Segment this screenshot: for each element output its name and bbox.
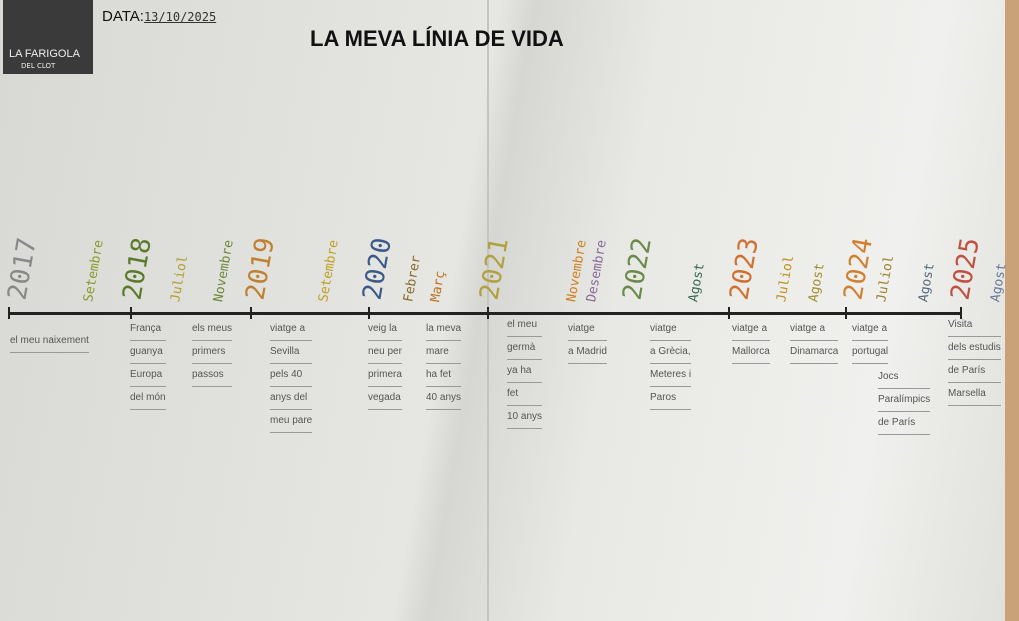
timeline-event: viatge a Mallorca [732, 318, 770, 364]
event-line: Meteres i [650, 364, 692, 387]
event-line: Dinamarca [790, 341, 839, 364]
timeline-event: viatge a Grècia, Meteres i Paros [650, 318, 692, 410]
event-line: els meus [192, 318, 233, 341]
timeline-tick [250, 307, 252, 319]
event-line: Mallorca [732, 341, 770, 364]
event-line: Paralímpics [878, 389, 931, 412]
event-line: mare [426, 341, 462, 364]
event-line: Paros [650, 387, 692, 410]
event-line: primers [192, 341, 233, 364]
event-line: passos [192, 364, 233, 387]
event-line: viatge a [852, 318, 889, 341]
timeline-event: Jocs Paralímpics de París [878, 366, 931, 435]
event-line: meu pare [270, 410, 313, 433]
event-line: germà [507, 337, 543, 360]
timeline-axis [8, 312, 960, 315]
timeline-event: el meu naixement [10, 330, 89, 353]
timeline-event: viatge a Madrid [568, 318, 607, 364]
timeline-event: Visita dels estudis de París Marsella [948, 314, 1001, 406]
event-line: guanya [130, 341, 166, 364]
event-line: el meu naixement [10, 330, 89, 353]
event-line: 10 anys [507, 406, 543, 429]
timeline-event: viatge a Dinamarca [790, 318, 839, 364]
school-logo: LA FARIGOLA DEL CLOT [3, 0, 93, 74]
table-edge [1005, 0, 1019, 621]
event-line: del món [130, 387, 166, 410]
event-line: neu per [368, 341, 402, 364]
timeline-tick [960, 307, 962, 319]
timeline-event: el meu germà ya ha fet 10 anys [507, 314, 543, 429]
event-line: viatge [568, 318, 607, 341]
page-title: LA MEVA LÍNIA DE VIDA [310, 26, 564, 51]
logo-subtext: DEL CLOT [21, 62, 56, 70]
event-line: dels estudis [948, 337, 1001, 360]
event-line: de París [878, 412, 931, 435]
event-line: a Madrid [568, 341, 607, 364]
event-line: la meva [426, 318, 462, 341]
timeline-tick [845, 307, 847, 319]
event-line: 40 anys [426, 387, 462, 410]
event-line: Europa [130, 364, 166, 387]
timeline-event: viatge a portugal [852, 318, 889, 364]
event-line: portugal [852, 341, 889, 364]
timeline-event: viatge a Sevilla pels 40 anys del meu pare [270, 318, 313, 433]
event-line: Sevilla [270, 341, 313, 364]
event-line: viatge a [270, 318, 313, 341]
event-line: primera [368, 364, 402, 387]
event-line: ya ha [507, 360, 543, 383]
event-line: Jocs [878, 366, 931, 389]
timeline-tick [368, 307, 370, 319]
event-line: pels 40 [270, 364, 313, 387]
timeline-event: veig la neu per primera vegada [368, 318, 402, 410]
timeline-tick [8, 307, 10, 319]
event-line: vegada [368, 387, 402, 410]
event-line: el meu [507, 314, 543, 337]
event-line: a Grècia, [650, 341, 692, 364]
timeline-tick [728, 307, 730, 319]
event-line: veig la [368, 318, 402, 341]
event-line: viatge [650, 318, 692, 341]
date-value: 13/10/2025 [143, 10, 217, 24]
timeline-event: França guanya Europa del món [130, 318, 166, 410]
timeline-event: la meva mare ha fet 40 anys [426, 318, 462, 410]
date-field: DATA:13/10/2025 [102, 8, 216, 25]
event-line: ha fet [426, 364, 462, 387]
date-label: DATA: [102, 8, 144, 25]
timeline-tick [487, 307, 489, 319]
event-line: fet [507, 383, 543, 406]
event-line: viatge a [732, 318, 770, 341]
timeline-event: els meus primers passos [192, 318, 233, 387]
event-line: Visita [948, 314, 1001, 337]
event-line: viatge a [790, 318, 839, 341]
event-line: de París [948, 360, 1001, 383]
event-line: França [130, 318, 166, 341]
timeline-tick [130, 307, 132, 319]
event-line: Marsella [948, 383, 1001, 406]
event-line: anys del [270, 387, 313, 410]
logo-text: LA FARIGOLA [9, 48, 80, 60]
